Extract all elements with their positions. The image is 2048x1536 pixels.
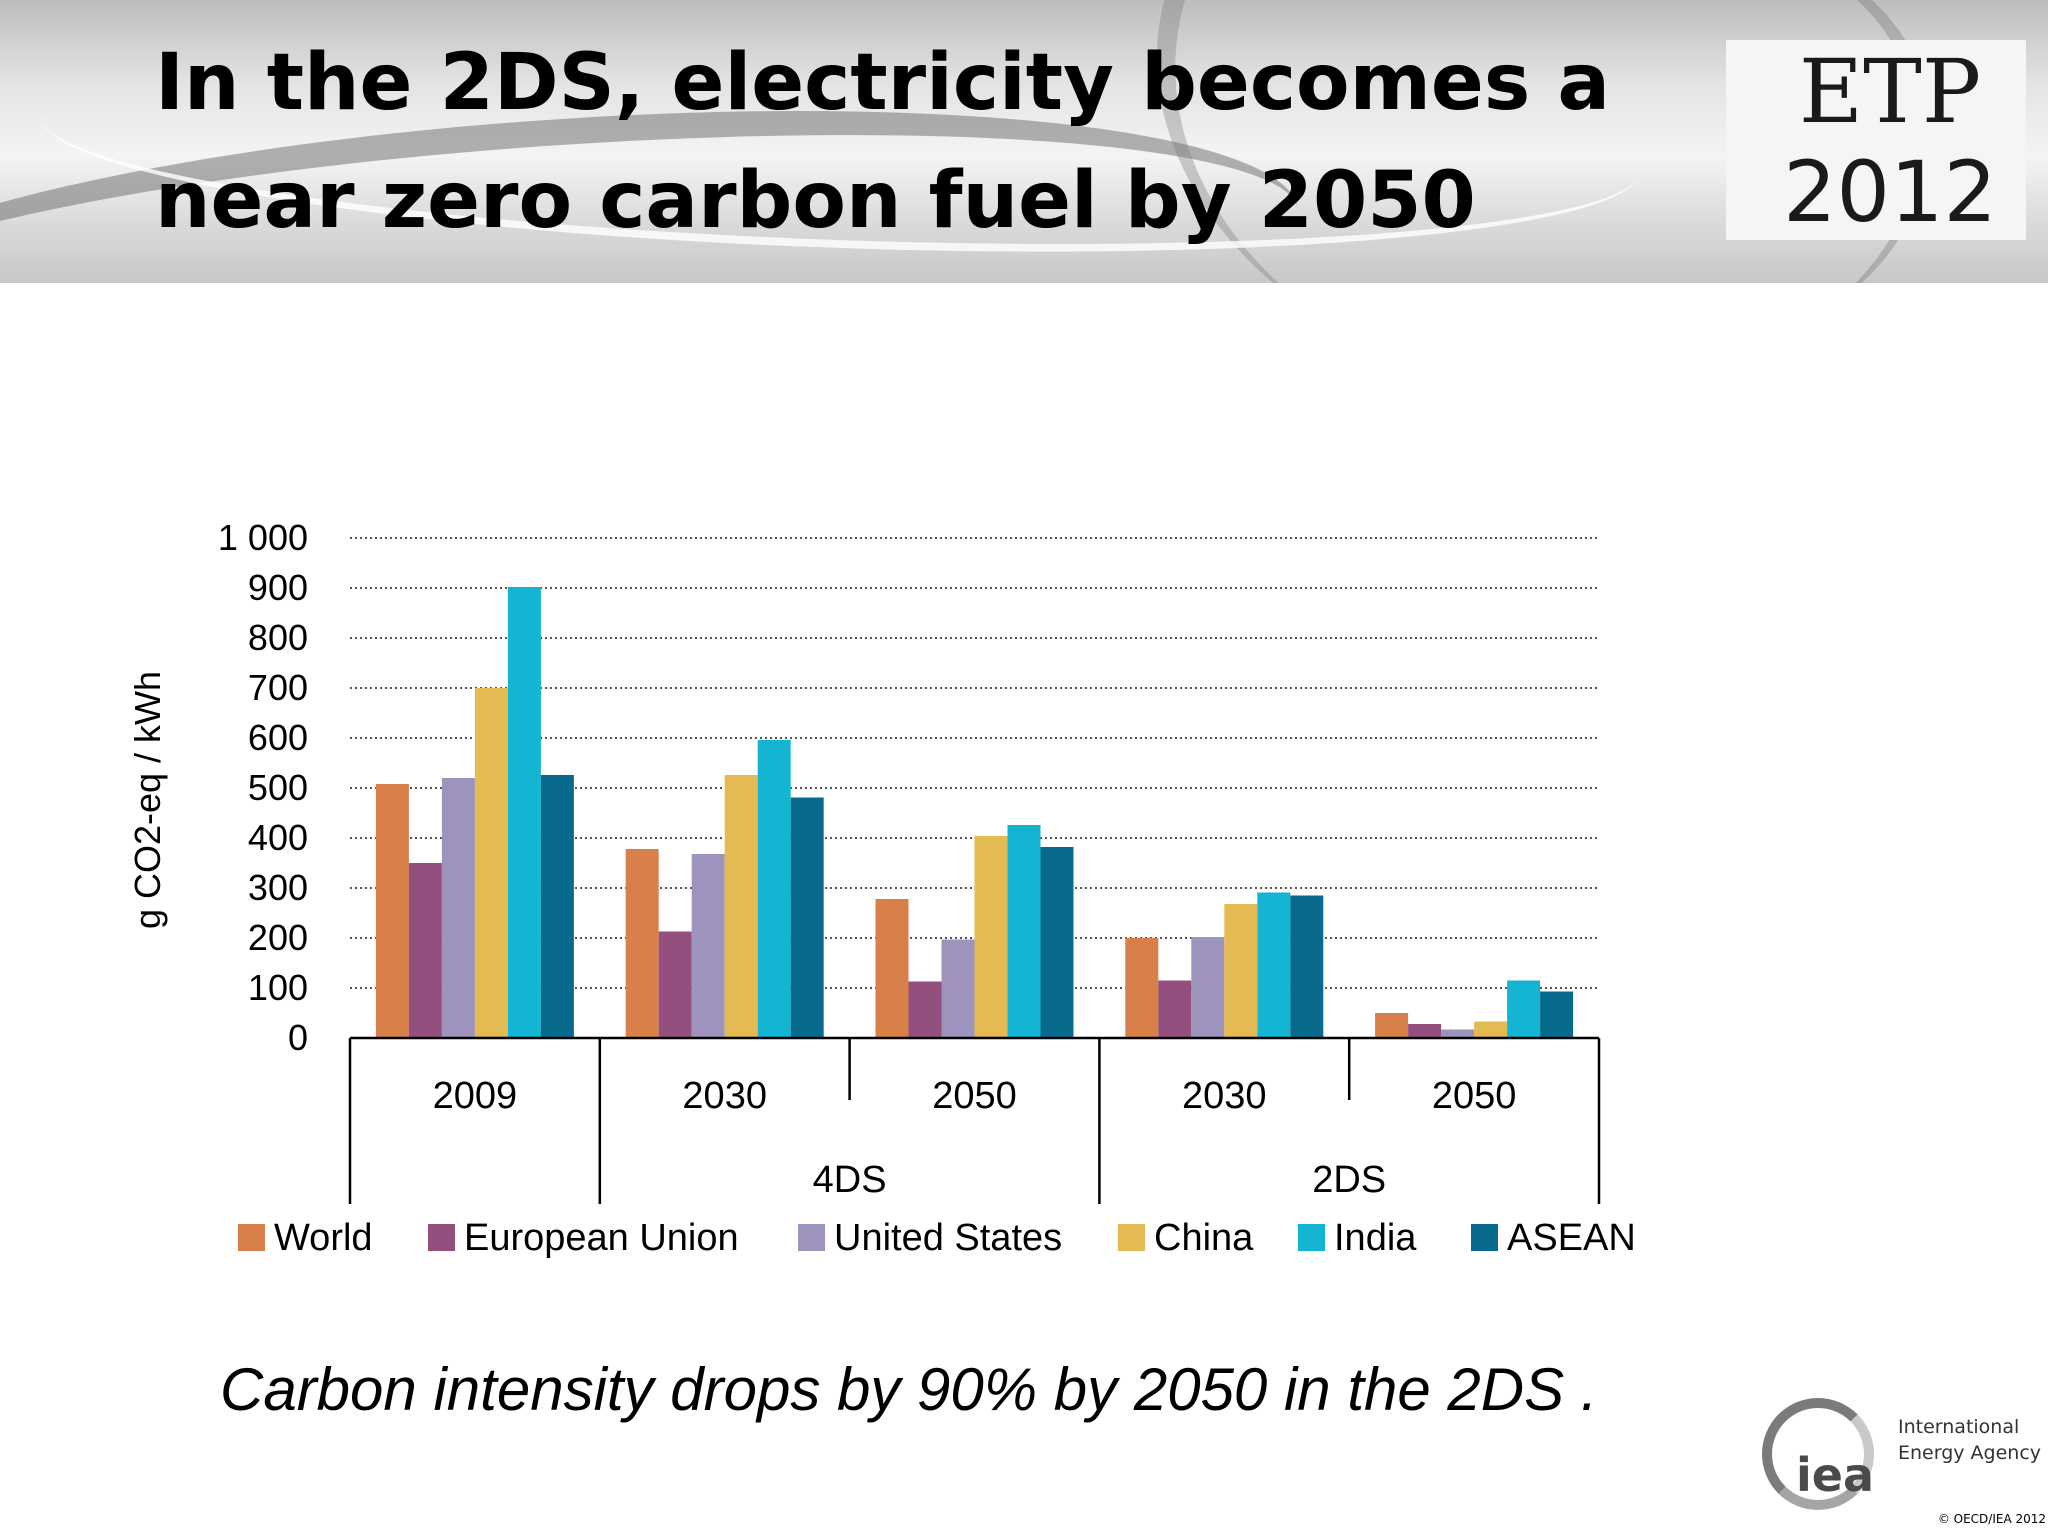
bar [724,775,758,1038]
legend: World European Union United States China Ind… [238,1217,1636,1259]
y-tick-label: 900 [248,567,308,608]
category-label: 2009 [433,1075,518,1117]
legend-swatch [1298,1224,1325,1251]
bar [1408,1024,1442,1038]
bar [1125,938,1159,1038]
legend-label: India [1334,1217,1417,1259]
category-label: 2030 [1182,1075,1267,1117]
y-tick-label: 300 [248,867,308,908]
bar [691,854,725,1038]
iea-logo-ring [1762,1398,1874,1510]
y-tick-label: 800 [248,617,308,658]
bar [1007,825,1041,1038]
bar [658,931,692,1038]
category-label: 2030 [682,1075,767,1117]
y-axis-label: g CO2-eq / kWh [127,671,168,929]
bar [540,775,574,1038]
bar [1441,1029,1475,1038]
y-tick-label: 600 [248,717,308,758]
category-label: 2050 [1432,1075,1517,1117]
bar [1507,980,1541,1038]
bar [790,797,824,1038]
y-tick-label: 400 [248,817,308,858]
legend-swatch [1471,1224,1498,1251]
header-background [0,0,2048,283]
group-label: 2DS [1312,1159,1386,1201]
bar [1474,1021,1508,1038]
legend-swatch [238,1224,265,1251]
y-tick-label: 100 [248,967,308,1008]
bar [1375,1013,1409,1038]
gridlines [350,537,1599,989]
bar [1224,904,1258,1038]
legend-swatch [1118,1224,1145,1251]
bar [757,740,791,1038]
bar [908,981,942,1038]
legend-label: European Union [464,1217,739,1259]
bar [1191,937,1225,1038]
y-tick-label: 200 [248,917,308,958]
y-tick-labels: 0 100 200 300 400 500 600 700 800 900 1 000 [218,517,308,1058]
copyright-notice: © OECD/IEA 2012 [1937,1512,2046,1526]
bar [1540,991,1574,1038]
etp-logo-text: ETP [1798,40,1982,143]
bar [507,587,541,1038]
y-tick-label: 700 [248,667,308,708]
bar [474,688,508,1038]
category-labels: 2009 2030 2050 2030 2050 4DS 2DS [433,1075,1517,1201]
legend-swatch [428,1224,455,1251]
legend-label: ASEAN [1507,1217,1636,1259]
bar [625,849,659,1038]
bar [941,939,975,1038]
y-tick-label: 1 000 [218,517,308,558]
iea-logo-name: International Energy Agency [1898,1416,2042,1464]
legend-swatch [798,1224,825,1251]
axes [348,1036,1601,1204]
legend-label: China [1154,1217,1254,1259]
bar [875,899,909,1038]
caption: Carbon intensity drops by 90% by 2050 in… [220,1356,1598,1423]
slide-title: In the 2DS, electricity becomes a near z… [155,38,1611,246]
bar [1257,892,1291,1038]
etp-logo [1726,40,2026,240]
bar [1040,847,1074,1038]
bar [974,836,1008,1038]
bar [1290,895,1324,1038]
etp-logo-year: 2012 [1783,143,1997,241]
bar [408,863,442,1038]
y-tick-label: 500 [248,767,308,808]
y-tick-label: 0 [288,1017,308,1058]
iea-logo-mark: iea [1796,1448,1875,1502]
bar [375,784,409,1038]
bars [375,587,1574,1038]
category-label: 2050 [932,1075,1017,1117]
group-label: 4DS [813,1159,887,1201]
bar [1158,980,1192,1038]
bar [441,778,475,1038]
legend-label: World [274,1217,373,1259]
legend-label: United States [834,1217,1062,1259]
